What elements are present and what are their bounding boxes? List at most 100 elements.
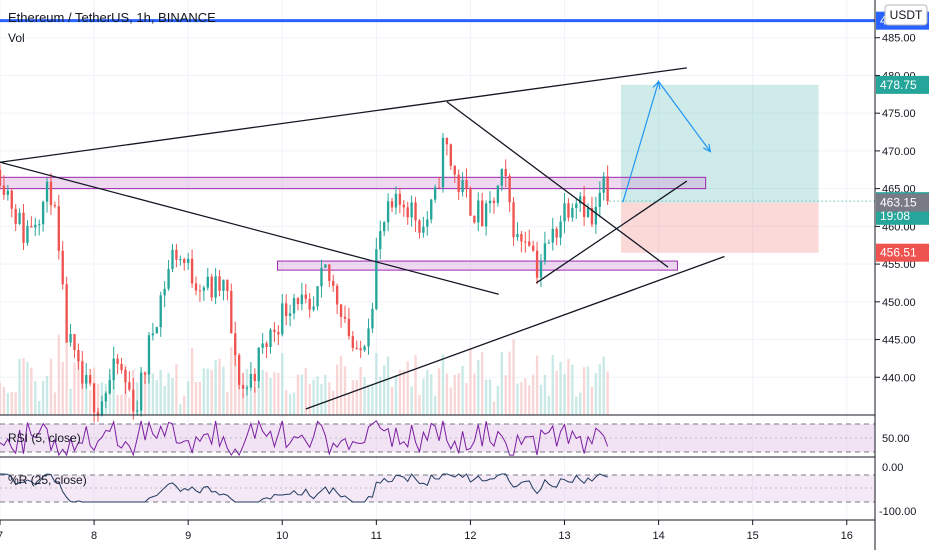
candle-body — [300, 294, 304, 304]
candle-body — [69, 334, 72, 343]
price-tick-label: 450.00 — [882, 297, 916, 309]
candle-body — [57, 206, 60, 251]
volume-bar — [477, 360, 480, 415]
volume-bar — [528, 385, 531, 415]
candle-body — [108, 380, 111, 394]
time-axis[interactable]: 7 8 9 10 11 12 13 14 15 16 — [0, 520, 853, 542]
volume-bar — [351, 380, 354, 415]
volume-bar — [186, 381, 190, 415]
volume-bar — [249, 391, 253, 415]
candle-body — [159, 295, 162, 328]
volume-bar — [116, 394, 119, 415]
candle-body — [531, 245, 535, 251]
stop-zone — [620, 202, 819, 253]
volume-bar — [469, 348, 472, 415]
volume-bar — [410, 386, 413, 415]
long-position-tool[interactable] — [620, 84, 819, 253]
volume-bar — [155, 380, 158, 415]
candle-body — [241, 384, 245, 389]
candle-body — [292, 298, 296, 314]
candle-body — [198, 290, 202, 292]
currency-button-label[interactable]: USDT — [890, 8, 923, 22]
candle-body — [430, 199, 433, 220]
volume-bar — [347, 392, 351, 415]
candle-body — [371, 308, 374, 329]
candle-body — [339, 304, 343, 317]
volume-bar — [430, 374, 433, 415]
volume-bars — [0, 334, 609, 415]
volume-bar — [190, 347, 194, 415]
candle-body — [261, 343, 264, 348]
candle-body — [598, 192, 601, 207]
price-badge-bg — [876, 75, 929, 94]
volume-bar — [531, 374, 535, 415]
candle-body — [65, 284, 68, 343]
support-resistance-zones[interactable] — [0, 176, 707, 271]
candle-body — [551, 228, 554, 243]
volume-bar — [300, 374, 304, 415]
candle-body — [379, 231, 382, 250]
candle-body — [477, 200, 480, 223]
candle-body — [343, 316, 347, 319]
volume-bar — [445, 373, 449, 415]
candle-body — [0, 169, 2, 186]
trendline — [0, 67, 687, 163]
candle-body — [18, 212, 21, 224]
volume-bar — [398, 369, 402, 415]
volume-bar — [167, 372, 170, 415]
trendlines[interactable] — [0, 19, 875, 410]
candle-body — [516, 233, 519, 238]
candle-body — [351, 336, 354, 348]
candle-body — [567, 203, 570, 218]
candle-body — [85, 375, 88, 384]
candle-body — [398, 193, 402, 205]
volume-bar — [34, 381, 37, 415]
volume-bar — [449, 387, 453, 415]
candle-body — [179, 259, 182, 261]
volume-bar — [38, 401, 41, 415]
candle-body — [410, 202, 413, 218]
candle-body — [61, 250, 64, 285]
volume-bar — [524, 378, 527, 415]
volume-bar — [328, 382, 331, 415]
volume-bar — [433, 395, 437, 415]
volume-bar — [320, 383, 323, 415]
volume-bar — [85, 379, 88, 415]
volume-bar — [218, 358, 221, 415]
volume-bar — [488, 379, 492, 415]
volume-bar — [0, 382, 2, 415]
candle-body — [406, 207, 409, 218]
volume-bar — [202, 368, 206, 415]
price-tick-label: 475.00 — [882, 108, 916, 120]
candle-body — [320, 267, 323, 287]
candle-body — [359, 348, 362, 351]
candle-body — [265, 343, 268, 348]
volume-bar — [375, 353, 378, 415]
volume-bar — [237, 375, 241, 415]
currency-button[interactable] — [884, 4, 928, 26]
wr-tick-label: 0.00 — [882, 462, 903, 474]
volume-bar — [143, 371, 147, 415]
volume-bar — [379, 376, 382, 415]
volume-bar — [500, 352, 503, 415]
candle-body — [586, 207, 590, 217]
price-tick-label: 485.00 — [882, 33, 916, 45]
volume-bar — [567, 358, 570, 415]
candle-body — [285, 303, 288, 317]
candle-body — [328, 264, 331, 281]
williams-r-pane — [0, 456, 875, 521]
candle-body — [253, 373, 256, 382]
projection-arrowhead — [652, 80, 661, 90]
volume-bar — [402, 370, 405, 415]
zone-rect — [0, 176, 707, 190]
price-axis[interactable]: 440.00445.00450.00455.00460.00465.00470.… — [874, 0, 929, 550]
candle-body — [582, 196, 586, 217]
candle-body — [73, 334, 76, 351]
volume-bar — [163, 386, 166, 415]
volume-bar — [159, 369, 162, 415]
candle-body — [383, 222, 386, 232]
candle-body — [194, 283, 198, 291]
candle-body — [296, 298, 300, 304]
